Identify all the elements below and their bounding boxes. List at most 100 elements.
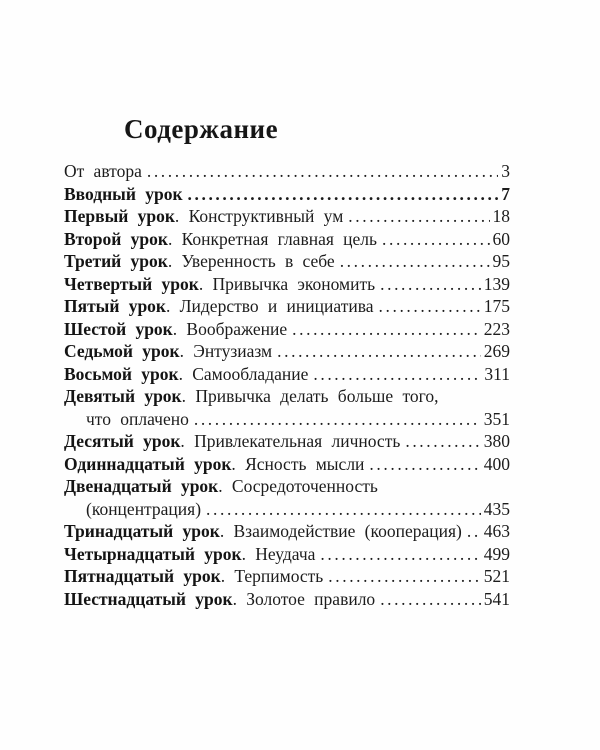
entry-label: Первый урок xyxy=(64,206,175,226)
dot-leader xyxy=(369,453,480,476)
entry-text: Шестой урок. Воображение xyxy=(64,318,288,339)
entry-wrap-line: что оплачено 351 xyxy=(64,408,510,431)
dot-leader xyxy=(277,340,481,363)
entry-line: Десятый урок. Привлекательная личность 38… xyxy=(64,430,510,453)
page-number: 351 xyxy=(483,408,510,429)
toc-entry: Девятый урок. Привычка делать больше тог… xyxy=(64,385,510,430)
page-number: 175 xyxy=(483,296,510,316)
toc-entry: Вводный урок 7 xyxy=(64,183,510,206)
entry-label: Седьмой урок xyxy=(64,341,180,361)
entry-label: Тринадцатый урок xyxy=(64,521,220,541)
entry-line: Четырнадцатый урок. Неудача 499 xyxy=(64,543,510,566)
entry-text: Первый урок. Конструктивный ум xyxy=(64,206,344,226)
page-number: 60 xyxy=(492,228,511,249)
toc-entry: Седьмой урок. Энтузиазм 269 xyxy=(64,340,510,363)
entry-line: Третий урок. Уверенность в себе 95 xyxy=(64,250,510,273)
entry-line: Пятнадцатый урок. Терпимость 521 xyxy=(64,565,510,588)
entry-text: Пятнадцатый урок. Терпимость xyxy=(64,566,324,586)
page-number: 139 xyxy=(483,273,510,294)
entry-text: Одиннадцатый урок. Ясность мысли xyxy=(64,453,365,474)
entry-label: Шестой урок xyxy=(64,318,173,339)
entry-line: Шестой урок. Воображение 223 xyxy=(64,318,510,341)
page-number: 380 xyxy=(483,431,510,451)
entry-line: Одиннадцатый урок. Ясность мысли 400 xyxy=(64,453,510,476)
page-number: 311 xyxy=(484,363,510,384)
page-number: 521 xyxy=(483,566,510,586)
entry-line: Вводный урок 7 xyxy=(64,183,510,206)
entry-text: Десятый урок. Привлекательная личность xyxy=(64,431,401,451)
entry-text: Двенадцатый урок. Сосредоточенность xyxy=(64,476,378,496)
entry-label: Шестнадцатый урок xyxy=(64,588,233,609)
entry-label: Вводный урок xyxy=(64,183,183,204)
toc-entry: Пятнадцатый урок. Терпимость 521 xyxy=(64,565,510,588)
dot-leader xyxy=(188,183,499,206)
toc-entry: Четырнадцатый урок. Неудача 499 xyxy=(64,543,510,566)
toc-entry: Пятый урок. Лидерство и инициатива 175 xyxy=(64,295,510,318)
toc-entry: Четвертый урок. Привычка экономить 139 xyxy=(64,273,510,296)
entry-line: Четвертый урок. Привычка экономить 139 xyxy=(64,273,510,296)
dot-leader xyxy=(320,543,480,566)
dot-leader xyxy=(147,160,498,183)
page-number: 499 xyxy=(483,543,510,564)
toc-entry: Шестнадцатый урок. Золотое правило 541 xyxy=(64,588,510,611)
page-number: 95 xyxy=(492,251,511,271)
toc-entry: Восьмой урок. Самообладание 311 xyxy=(64,363,510,386)
dot-leader xyxy=(405,430,480,453)
dot-leader xyxy=(328,565,480,588)
dot-leader xyxy=(379,295,481,318)
page-number: 7 xyxy=(501,183,510,204)
entry-line: От автора 3 xyxy=(64,160,510,183)
dot-leader xyxy=(206,498,481,521)
toc-entry: Десятый урок. Привлекательная личность 38… xyxy=(64,430,510,453)
toc-entry: Шестой урок. Воображение 223 xyxy=(64,318,510,341)
entry-text: Третий урок. Уверенность в себе xyxy=(64,251,335,271)
entry-line: Восьмой урок. Самообладание 311 xyxy=(64,363,510,386)
entry-text: От автора xyxy=(64,161,142,181)
toc-entry: Двенадцатый урок. Сосредоточенность (конц… xyxy=(64,475,510,520)
page-number: 463 xyxy=(483,521,510,541)
entry-line: Тринадцатый урок. Взаимодействие (коопер… xyxy=(64,520,510,543)
entry-text: Шестнадцатый урок. Золотое правило xyxy=(64,588,376,609)
entry-label: Пятнадцатый урок xyxy=(64,566,221,586)
dot-leader xyxy=(382,228,489,251)
entry-text: Четырнадцатый урок. Неудача xyxy=(64,543,316,564)
toc-entry: Тринадцатый урок. Взаимодействие (коопер… xyxy=(64,520,510,543)
dot-leader xyxy=(292,318,481,341)
toc-entry: Одиннадцатый урок. Ясность мысли 400 xyxy=(64,453,510,476)
entry-wrap-line: (концентрация) 435 xyxy=(64,498,510,521)
entry-label: Пятый урок xyxy=(64,296,167,316)
entry-label: Третий урок xyxy=(64,251,168,271)
dot-leader xyxy=(467,520,481,543)
toc-entry: Первый урок. Конструктивный ум 18 xyxy=(64,205,510,228)
page-number: 223 xyxy=(483,318,510,339)
entry-line: Девятый урок. Привычка делать больше тог… xyxy=(64,385,510,408)
dot-leader xyxy=(380,273,481,296)
entry-label: Одиннадцатый урок xyxy=(64,453,232,474)
page-number: 541 xyxy=(483,588,510,609)
entry-label: Восьмой урок xyxy=(64,363,179,384)
entry-text: что оплачено xyxy=(86,408,189,429)
entry-line: Седьмой урок. Энтузиазм 269 xyxy=(64,340,510,363)
toc-entry: Третий урок. Уверенность в себе 95 xyxy=(64,250,510,273)
dot-leader xyxy=(348,205,489,228)
page-number: 3 xyxy=(501,161,510,181)
entry-text: (концентрация) xyxy=(86,498,202,519)
entry-line: Пятый урок. Лидерство и инициатива 175 xyxy=(64,295,510,318)
entry-line: Первый урок. Конструктивный ум 18 xyxy=(64,205,510,228)
entry-text: Вводный урок xyxy=(64,183,183,206)
toc-entry: Второй урок. Конкретная главная цель 60 xyxy=(64,228,510,251)
entry-label: Девятый урок xyxy=(64,386,182,406)
entry-text: Седьмой урок. Энтузиазм xyxy=(64,341,273,361)
entry-text: Пятый урок. Лидерство и инициатива xyxy=(64,296,374,316)
entry-text: Девятый урок. Привычка делать больше тог… xyxy=(64,386,439,406)
entry-text: Восьмой урок. Самообладание xyxy=(64,363,309,384)
entry-label: Десятый урок xyxy=(64,431,181,451)
dot-leader xyxy=(380,588,481,611)
page-number: 18 xyxy=(492,206,511,226)
dot-leader xyxy=(340,250,490,273)
page-number: 435 xyxy=(483,498,510,519)
entry-line: Шестнадцатый урок. Золотое правило 541 xyxy=(64,588,510,611)
dot-leader xyxy=(313,363,481,386)
